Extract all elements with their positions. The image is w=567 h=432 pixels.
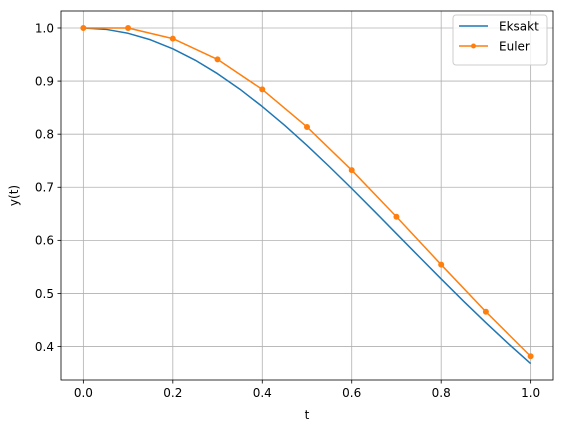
y-tick-label: 0.6 <box>35 234 54 248</box>
data-point-euler <box>438 261 445 268</box>
legend-label-eksakt: Eksakt <box>499 20 539 34</box>
grid <box>61 11 553 380</box>
series-layer <box>80 24 534 365</box>
x-tick-label: 0.8 <box>432 386 451 400</box>
x-tick-label: 0.2 <box>163 386 182 400</box>
data-point-euler <box>348 167 355 174</box>
x-tick-label: 0.6 <box>342 386 361 400</box>
data-point-euler <box>169 35 176 42</box>
series-line-eksakt <box>83 27 532 365</box>
y-axis-label: y(t) <box>7 185 21 206</box>
legend-box <box>452 14 548 66</box>
y-tick-label: 1.0 <box>35 21 54 35</box>
y-tick-label: 0.4 <box>35 340 54 354</box>
data-point-euler <box>527 353 534 360</box>
y-tick-label: 0.7 <box>35 181 54 195</box>
legend-marker-euler <box>471 43 476 49</box>
plot-frame <box>60 10 554 381</box>
x-tick-label: 0.0 <box>74 386 93 400</box>
data-point-euler <box>80 24 87 31</box>
data-point-euler <box>214 56 221 63</box>
ticks: 0.0 0.2 0.4 0.6 0.8 1.0 0.4 0.5 0.6 0.7 0.8 0.9 1.0 <box>35 21 540 400</box>
data-point-euler <box>304 123 310 130</box>
legend: Eksakt Euler <box>452 14 548 66</box>
x-tick-label: 1.0 <box>521 386 540 400</box>
data-point-euler <box>393 213 400 220</box>
y-tick-label: 0.8 <box>35 127 54 141</box>
x-axis-label: t <box>305 408 310 422</box>
data-point-euler <box>259 86 266 93</box>
data-point-euler <box>125 24 132 31</box>
x-tick-label: 0.4 <box>253 386 272 400</box>
data-point-euler <box>482 308 489 315</box>
legend-label-euler: Euler <box>499 40 530 54</box>
y-tick-label: 0.9 <box>35 74 54 88</box>
y-tick-label: 0.5 <box>35 287 54 301</box>
